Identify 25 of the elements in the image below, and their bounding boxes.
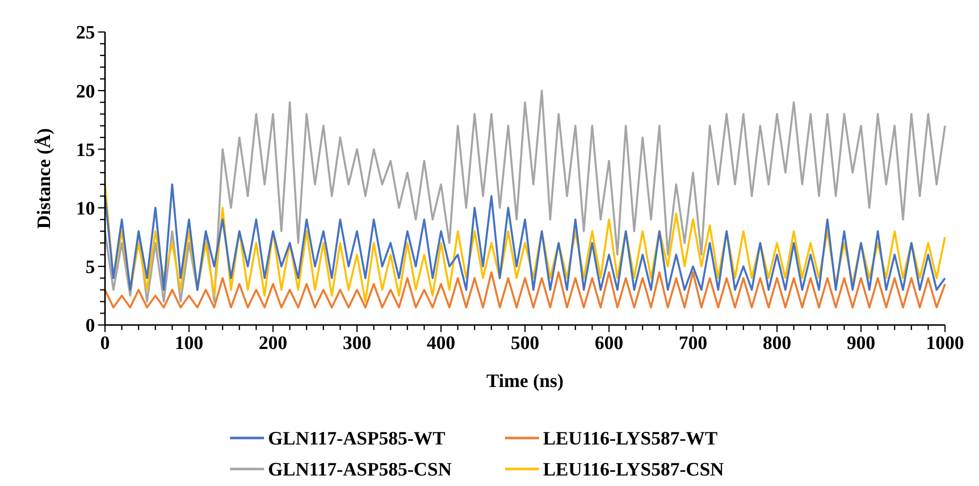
y-tick-label: 20 <box>76 81 95 102</box>
line-series <box>104 271 946 308</box>
y-tick-label: 10 <box>76 198 95 220</box>
y-tick-label: 5 <box>86 257 95 278</box>
y-tick-label: 25 <box>76 22 95 44</box>
x-tick-label: 1000 <box>926 333 964 354</box>
x-tick-label: 600 <box>594 333 624 354</box>
x-tick-label: 0 <box>100 333 110 354</box>
x-tick-label: 400 <box>426 333 456 354</box>
x-tick-label: 100 <box>174 333 204 354</box>
x-tick-label: 800 <box>762 333 792 354</box>
x-tick-label: 900 <box>846 333 876 354</box>
x-tick-label: 500 <box>510 333 540 354</box>
legend-label: LEU116-LYS587-CSN <box>543 460 724 481</box>
x-tick-label: 300 <box>342 333 372 354</box>
line-series <box>104 90 946 303</box>
x-tick-label: 200 <box>258 333 288 354</box>
legend-label: GLN117-ASP585-WT <box>268 428 446 450</box>
legend-label: LEU116-LYS587-WT <box>543 428 718 450</box>
x-tick-label: 700 <box>678 333 708 354</box>
y-axis-title: Distance (Å) <box>34 128 55 229</box>
x-axis-title: Time (ns) <box>486 371 564 392</box>
y-tick-label: 0 <box>86 316 95 337</box>
y-tick-label: 15 <box>76 140 95 161</box>
legend-label: GLN117-ASP585-CSN <box>268 460 452 481</box>
